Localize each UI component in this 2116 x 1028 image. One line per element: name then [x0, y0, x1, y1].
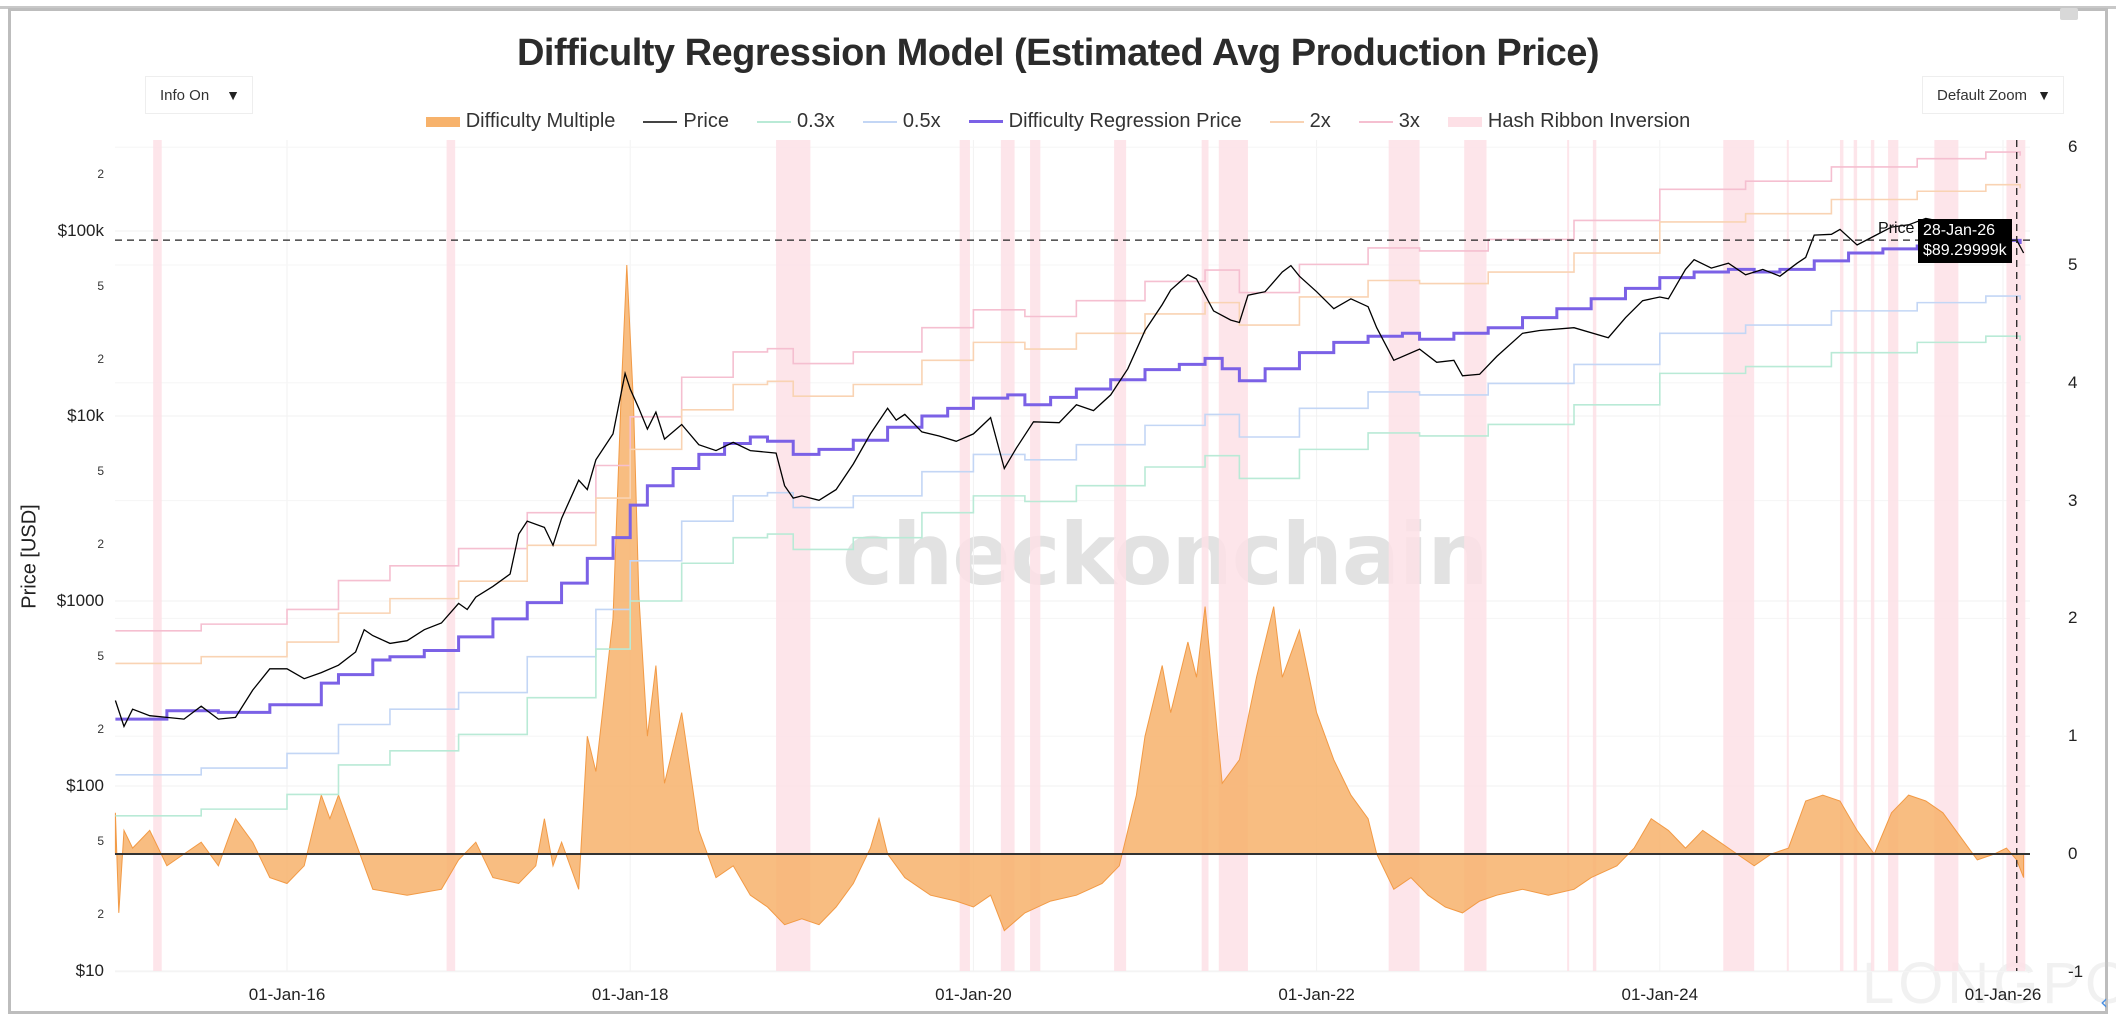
chart-legend: Difficulty Multiple Price 0.3x 0.5x Difficul…	[0, 110, 2116, 133]
legend-label: Price	[683, 110, 729, 132]
chevron-down-icon: ▼	[2037, 87, 2051, 103]
difficulty-multiple-area	[114, 264, 2025, 932]
hash-ribbon-band	[1114, 140, 1127, 971]
chart-frame	[8, 8, 2108, 1014]
chart-title: Difficulty Regression Model (Estimated A…	[516, 32, 1600, 74]
y-tick-label: 5	[97, 463, 104, 478]
legend-swatch	[968, 120, 1003, 123]
legend-item-difficulty_multiple[interactable]: Difficulty Multiple	[425, 110, 616, 133]
price-line	[114, 217, 2025, 729]
y2-tick-label: 1	[2068, 726, 2078, 746]
y2-tick-label: 0	[2068, 844, 2078, 863]
legend-item-x03[interactable]: 0.3x	[757, 110, 835, 133]
legend-label: 0.5x	[902, 110, 941, 132]
y-tick-label: $1000	[56, 591, 104, 610]
legend-label: 2x	[1309, 110, 1331, 132]
y2-tick-label: 3	[2068, 490, 2078, 510]
hash-ribbon-band	[1464, 140, 1487, 971]
x-tick-label: 01-Jan-24	[1621, 985, 1699, 1004]
regression-price-line	[115, 238, 2022, 721]
y2-tick-label: 6	[2068, 137, 2078, 157]
legend-label: Difficulty Multiple	[465, 110, 616, 132]
y-tick-label: 2	[97, 722, 104, 737]
band-0.5x-line	[115, 295, 2021, 776]
zoom-dropdown[interactable]: Default Zoom ▼	[1922, 76, 2064, 114]
hash-ribbon-band	[1201, 140, 1209, 971]
legend-label: Hash Ribbon Inversion	[1487, 110, 1691, 132]
watermark-longport: LONGPORT	[1862, 951, 2116, 1016]
legend-label: 3x	[1398, 110, 1420, 132]
camera-icon[interactable]	[2060, 8, 2078, 20]
watermark-checkonchain: checkonchain	[842, 505, 1489, 605]
legend-swatch	[757, 120, 791, 123]
legend-item-hash_ribbon[interactable]: Hash Ribbon Inversion	[1447, 110, 1691, 133]
y-tick-label: 5	[97, 648, 104, 663]
hash-ribbon-band	[1839, 140, 1844, 971]
y-tick-label: 2	[97, 352, 104, 367]
y-tick-label: $10	[75, 961, 104, 980]
hash-ribbon-band	[2006, 140, 2026, 971]
hash-ribbon-band	[1388, 140, 1420, 971]
legend-swatch	[1358, 120, 1393, 123]
y-tick-label: $100k	[57, 221, 104, 240]
legend-swatch	[1269, 120, 1304, 123]
tooltip-date: 28-Jan-26	[1923, 222, 1996, 239]
band-3x-line	[115, 151, 2021, 632]
hash-ribbon-band	[959, 140, 970, 971]
scroll-arrow-icon[interactable]: ‹	[2100, 990, 2108, 1014]
tooltip-box: 28-Jan-26 $89.29999k	[1918, 219, 2012, 263]
hash-ribbon-band	[1567, 140, 1570, 971]
legend-item-x3[interactable]: 3x	[1358, 110, 1420, 133]
x-tick-label: 01-Jan-18	[591, 985, 669, 1004]
y2-tick-label: 5	[2068, 255, 2078, 274]
y-tick-label: 2	[97, 537, 104, 552]
hash-ribbon-band	[1786, 140, 1789, 971]
y-tick-label: 5	[97, 833, 104, 848]
hash-ribbon-band	[1723, 140, 1755, 971]
x-tick-label: 01-Jan-20	[935, 985, 1012, 1004]
legend-label: Difficulty Regression Price	[1008, 110, 1242, 132]
hash-ribbon-band	[776, 140, 811, 971]
legend-item-regression[interactable]: Difficulty Regression Price	[968, 110, 1242, 133]
legend-item-x2[interactable]: 2x	[1269, 110, 1331, 133]
y-tick-label: 2	[97, 907, 104, 922]
y-tick-label: 2	[97, 167, 104, 182]
y-tick-label: $100	[66, 776, 104, 795]
hash-ribbon-band	[1000, 140, 1015, 971]
hash-ribbon-band	[1853, 140, 1858, 971]
y2-tick-label: 2	[2068, 608, 2078, 628]
hash-ribbon-band	[1870, 140, 1875, 971]
window-top-edge	[0, 0, 2116, 9]
hash-ribbon-band	[1888, 140, 1899, 971]
legend-swatch	[1447, 116, 1482, 127]
hash-ribbon-band	[153, 140, 162, 971]
y-tick-label: $10k	[67, 406, 104, 425]
hash-ribbon-band	[446, 140, 456, 971]
chevron-down-icon: ▼	[226, 87, 240, 103]
legend-label: 0.3x	[797, 110, 835, 132]
legend-swatch	[425, 116, 460, 127]
band-2x-line	[115, 183, 2021, 665]
hash-ribbon-band	[1030, 140, 1041, 971]
legend-item-price[interactable]: Price	[643, 110, 729, 133]
legend-swatch	[862, 120, 897, 123]
info-dropdown[interactable]: Info On ▼	[145, 76, 253, 114]
x-tick-label: 01-Jan-16	[248, 985, 326, 1004]
x-tick-label: 01-Jan-26	[1964, 985, 2042, 1004]
y-tick-label: 5	[97, 278, 104, 293]
tooltip-series-name: Price	[1878, 220, 1915, 237]
y2-tick-label: -1	[2068, 961, 2084, 981]
tooltip-value: $89.29999k	[1923, 242, 2007, 259]
zoom-dropdown-value: Default Zoom	[1937, 86, 2028, 104]
y2-tick-label: 4	[2068, 372, 2078, 392]
x-tick-label: 01-Jan-22	[1278, 985, 1355, 1004]
info-dropdown-value: Info On	[160, 86, 210, 104]
band-0.3x-line	[115, 335, 2021, 817]
legend-swatch	[643, 120, 678, 123]
hash-ribbon-band	[1592, 140, 1597, 971]
legend-item-x05[interactable]: 0.5x	[862, 110, 941, 133]
